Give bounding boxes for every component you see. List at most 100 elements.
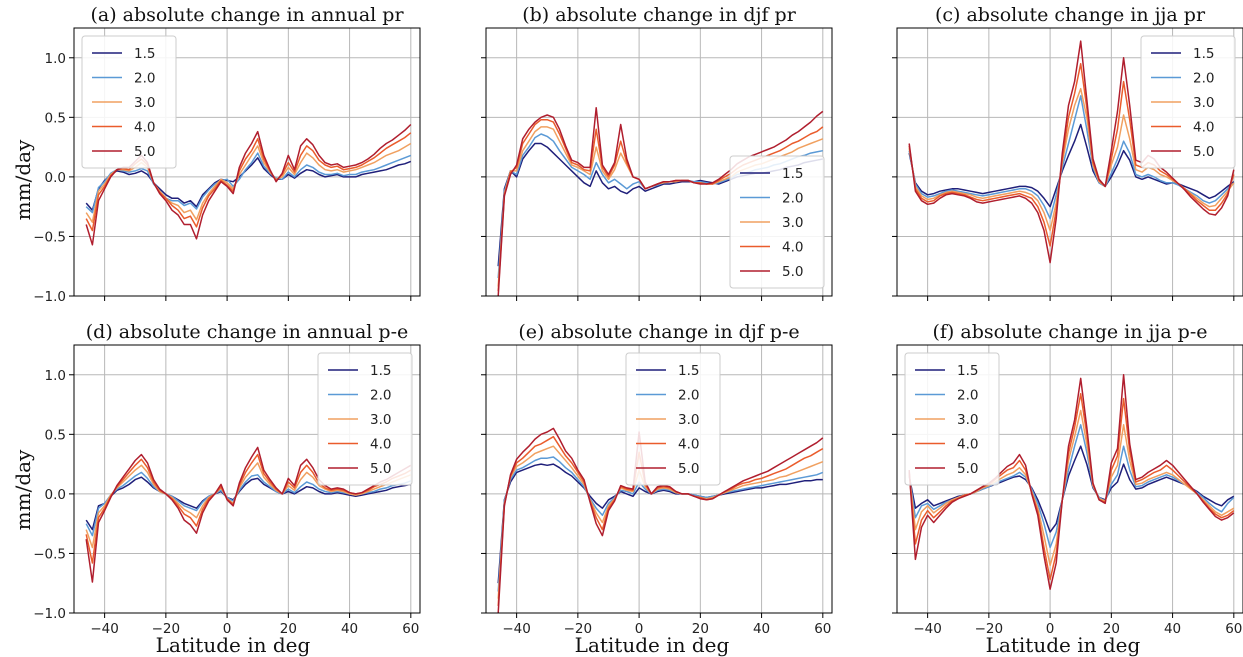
- panel-5: (e) absolute change in djf p-e −40 −20 0 20 4…: [481, 321, 833, 637]
- legend: 1.5 2.0 3.0 4.0 5.0: [1140, 35, 1236, 169]
- legend-box: [904, 352, 1000, 486]
- y-tick-label: 0.0: [45, 487, 66, 503]
- legend-label: 3.0: [957, 412, 978, 428]
- y-tick-label: 0.0: [45, 170, 66, 186]
- series-line-5-0: [908, 40, 1235, 264]
- legend-box: [317, 352, 413, 486]
- ylabel-row-2-text: mm/day: [11, 449, 35, 530]
- legend-label: 4.0: [134, 120, 155, 136]
- panel-title: (d) absolute change in annual p-e: [86, 321, 409, 343]
- ylabel-row-1-text: mm/day: [11, 139, 35, 220]
- series-group: [497, 427, 824, 613]
- legend-label: 2.0: [370, 388, 391, 404]
- legend-label: 2.0: [134, 71, 155, 87]
- legend-label: 3.0: [678, 412, 699, 428]
- panel-2: (b) absolute change in djf pr 1.5 2.0 3.0 4.…: [481, 4, 833, 301]
- panel-frame: [896, 27, 1243, 297]
- panel-title: (b) absolute change in djf pr: [522, 4, 796, 26]
- x-tick-label: −20: [152, 621, 181, 637]
- panel-frame: [485, 344, 833, 614]
- legend-label: 4.0: [678, 437, 699, 453]
- legend-label: 5.0: [370, 461, 391, 477]
- panel-3: (c) absolute change in jja pr 1.5 2.0 3.0 4.…: [892, 4, 1243, 301]
- legend: 1.5 2.0 3.0 4.0 5.0: [317, 352, 413, 486]
- x-tick-label: 0: [635, 621, 644, 637]
- panel-title: (c) absolute change in jja pr: [935, 4, 1206, 26]
- x-tick-label: 40: [753, 621, 770, 637]
- y-tick-label: −0.5: [33, 229, 66, 245]
- legend-label: 1.5: [957, 363, 978, 379]
- series-line-1-5: [85, 476, 411, 531]
- series-line-3-0: [497, 445, 824, 599]
- ylabel-row-2: mm/day: [11, 449, 35, 530]
- panel-frame: [73, 344, 421, 614]
- xlabel-col-3: Latitude in deg: [986, 633, 1141, 657]
- legend-label: 3.0: [370, 412, 391, 428]
- panel-title: (e) absolute change in djf p-e: [518, 321, 799, 343]
- legend: 1.5 2.0 3.0 4.0 5.0: [904, 352, 1000, 486]
- y-tick-label: 1.0: [45, 51, 66, 67]
- panel-frame: [485, 27, 833, 297]
- legend-label: 1.5: [678, 363, 699, 379]
- x-tick-label: 20: [692, 621, 709, 637]
- x-tick-label: 40: [1164, 621, 1181, 637]
- xlabel-col-1: Latitude in deg: [156, 633, 311, 657]
- panel-frame: [896, 344, 1243, 614]
- legend: 1.5 2.0 3.0 4.0 5.0: [729, 155, 825, 289]
- x-tick-label: 20: [280, 621, 297, 637]
- legend-label: 5.0: [678, 461, 699, 477]
- x-tick-label: 20: [1103, 621, 1120, 637]
- legend-label: 2.0: [1193, 71, 1214, 87]
- legend-label: 4.0: [957, 437, 978, 453]
- legend-label: 1.5: [1193, 46, 1214, 62]
- series-line-4-0: [497, 435, 824, 606]
- series-line-1-5: [497, 463, 823, 584]
- series-line-5-0: [497, 107, 824, 296]
- legend-label: 1.5: [782, 166, 803, 182]
- panel-title: (a) absolute change in annual pr: [90, 4, 404, 26]
- legend-box: [81, 35, 177, 169]
- series-line-5-0: [85, 446, 412, 583]
- panel-title: (f) absolute change in jja p-e: [932, 321, 1207, 343]
- legend: 1.5 2.0 3.0 4.0 5.0: [81, 35, 177, 169]
- legend-label: 4.0: [370, 437, 391, 453]
- series-group: [908, 40, 1235, 264]
- legend-label: 2.0: [957, 388, 978, 404]
- x-tick-label: 60: [1225, 621, 1242, 637]
- series-line-5-0: [497, 427, 824, 613]
- legend: 1.5 2.0 3.0 4.0 5.0: [625, 352, 721, 486]
- series-line-4-0: [908, 393, 1235, 581]
- legend-label: 2.0: [678, 388, 699, 404]
- legend-label: 4.0: [1193, 120, 1214, 136]
- legend-box: [625, 352, 721, 486]
- legend-label: 5.0: [957, 461, 978, 477]
- panel-1: (a) absolute change in annual pr −1.0 −0.5…: [33, 4, 421, 305]
- legend-label: 4.0: [782, 240, 803, 256]
- y-tick-label: 0.5: [45, 110, 66, 126]
- legend-box: [729, 155, 825, 289]
- series-group: [908, 374, 1235, 590]
- legend-label: 3.0: [134, 95, 155, 111]
- x-tick-label: 0: [223, 621, 232, 637]
- legend-label: 1.5: [370, 363, 391, 379]
- panel-6: (f) absolute change in jja p-e −40 −20 0 20 4…: [892, 321, 1243, 637]
- x-tick-label: −20: [975, 621, 1004, 637]
- legend-label: 1.5: [134, 46, 155, 62]
- x-tick-label: 40: [341, 621, 358, 637]
- series-line-5-0: [908, 374, 1235, 590]
- legend-label: 5.0: [782, 264, 803, 280]
- series-line-2-0: [85, 152, 412, 214]
- x-tick-label: 60: [814, 621, 831, 637]
- legend-label: 5.0: [134, 144, 155, 160]
- y-tick-label: −1.0: [33, 289, 66, 305]
- x-tick-label: −40: [502, 621, 531, 637]
- series-group: [85, 446, 412, 583]
- x-tick-label: −40: [90, 621, 119, 637]
- legend-box: [1140, 35, 1236, 169]
- ylabel-row-1: mm/day: [11, 139, 35, 220]
- y-tick-label: 1.0: [45, 368, 66, 384]
- panel-frame: [73, 27, 421, 297]
- legend-label: 3.0: [1193, 95, 1214, 111]
- x-tick-label: −40: [913, 621, 942, 637]
